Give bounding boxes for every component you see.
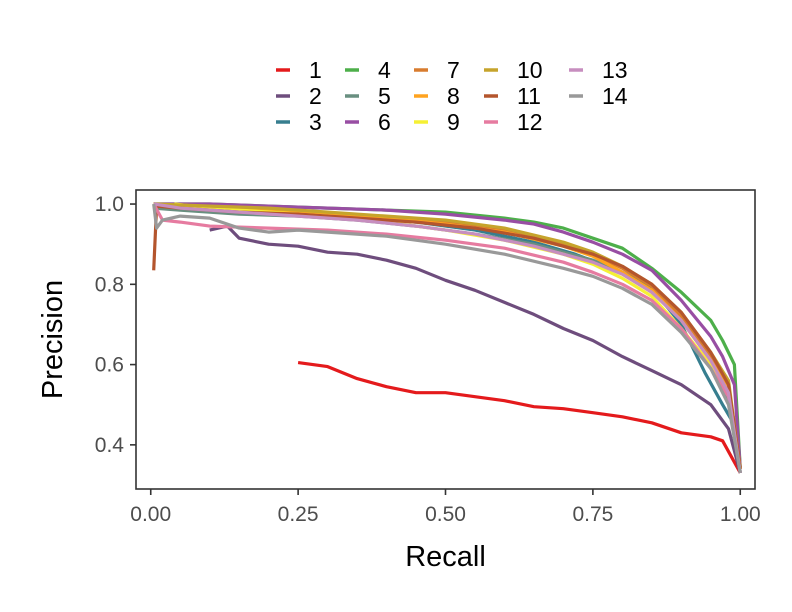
legend-label: 4 [378, 57, 391, 83]
legend-label: 10 [517, 57, 543, 83]
legend-label: 3 [309, 109, 322, 135]
series-line-6 [153, 202, 742, 470]
y-tick-label: 0.4 [95, 434, 125, 457]
legend-label: 13 [602, 57, 628, 83]
legend-item: 6 [345, 109, 391, 135]
y-tick-label: 0.6 [95, 354, 124, 377]
y-axis-title: Precision [37, 280, 69, 399]
series-line-14 [152, 203, 742, 474]
legend-label: 12 [517, 109, 543, 135]
legend-item: 12 [484, 109, 543, 135]
legend-label: 11 [517, 83, 541, 109]
legend-item: 4 [345, 57, 391, 83]
legend-item: 7 [414, 57, 460, 83]
legend-item: 13 [569, 57, 628, 83]
y-tick-label: 0.8 [95, 273, 124, 296]
legend-item: 14 [569, 83, 628, 109]
x-tick-label: 0.50 [425, 503, 466, 526]
y-axis: 0.4 0.6 0.8 1.0 [95, 193, 136, 457]
legend-item: 11 [484, 83, 541, 109]
legend-item: 8 [414, 83, 460, 109]
x-tick-label: 1.00 [720, 503, 761, 526]
legend-label: 7 [447, 57, 460, 83]
legend-item: 2 [276, 83, 322, 109]
legend-label: 1 [309, 57, 322, 83]
legend-label: 8 [447, 83, 460, 109]
x-axis: 0.00 0.25 0.50 0.75 1.00 [130, 489, 761, 526]
series-lines [152, 202, 742, 474]
legend-item: 5 [345, 83, 391, 109]
legend-label: 5 [378, 83, 391, 109]
x-tick-label: 0.25 [278, 503, 319, 526]
series-line-13 [153, 202, 742, 474]
y-tick-label: 1.0 [95, 193, 124, 216]
x-axis-title: Recall [405, 541, 486, 573]
plot-panel [136, 190, 755, 489]
legend-item: 3 [276, 109, 322, 135]
legend-item: 10 [484, 57, 543, 83]
legend-label: 6 [378, 109, 391, 135]
x-tick-label: 0.75 [572, 503, 613, 526]
legend-label: 9 [447, 109, 460, 135]
series-line-2 [209, 224, 742, 474]
legend-label: 14 [602, 83, 628, 109]
x-tick-label: 0.00 [130, 503, 171, 526]
legend-item: 1 [276, 57, 322, 83]
series-line-12 [152, 203, 742, 474]
plot-area [135, 189, 756, 490]
legend-item: 9 [414, 109, 460, 135]
series-line-1 [297, 361, 742, 474]
legend-label: 2 [309, 83, 322, 109]
